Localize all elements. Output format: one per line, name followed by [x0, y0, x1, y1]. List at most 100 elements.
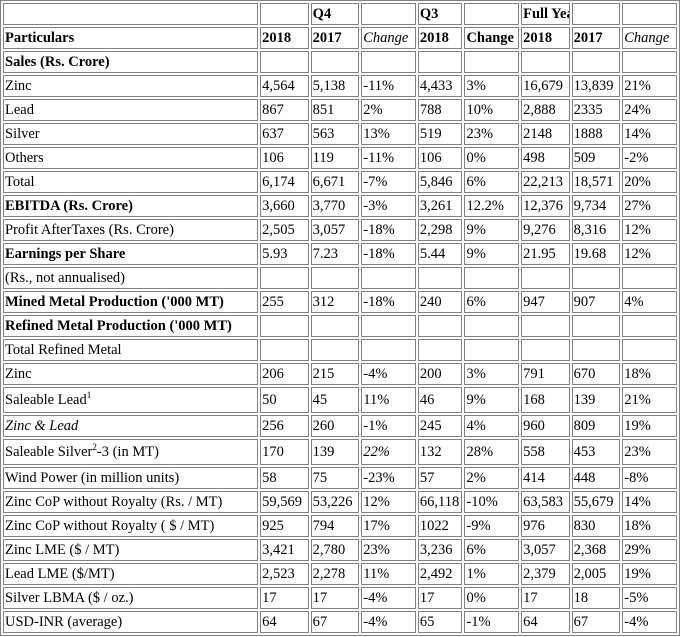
cell-q4-2018: 2,523 — [260, 563, 309, 585]
table-row: Others 106 119 -11% 106 0% 498 509 -2% — [3, 147, 677, 169]
cell-fy-2017: 448 — [571, 467, 621, 489]
cell-fy-change: 14% — [622, 491, 677, 513]
table-row: Zinc CoP without Royalty (Rs. / MT) 59,56… — [3, 491, 677, 513]
cell-q4-change: -4% — [361, 363, 416, 385]
cell-q4-change: -3% — [361, 195, 416, 217]
cell-fy-2018: 947 — [521, 291, 570, 313]
table-row: Zinc 4,564 5,138 -11% 4,433 3% 16,679 13,839 21% — [3, 75, 677, 97]
cell-fy-change: -8% — [622, 467, 677, 489]
cell-q4-change: -18% — [361, 243, 416, 265]
cell-q3-change: 28% — [464, 439, 520, 465]
row-label: Total — [3, 171, 259, 193]
cell-q4-2017: 7.23 — [310, 243, 360, 265]
cell-q3-change: 12.2% — [464, 195, 520, 217]
cell-q3-change: 6% — [464, 291, 520, 313]
cell-q3-2018 — [417, 51, 463, 73]
cell-fy-2017 — [571, 315, 621, 337]
cell-q3-change: 6% — [464, 171, 520, 193]
cell-fy-2018: 22,213 — [521, 171, 570, 193]
cell-q3-change — [464, 339, 520, 361]
table-row: Silver 637 563 13% 519 23% 2148 1888 14% — [3, 123, 677, 145]
cell-q4-2018 — [260, 267, 309, 289]
cell-q4-2017: 139 — [310, 439, 360, 465]
cell-q4-2018: 17 — [260, 587, 309, 609]
cell-q4-2017: 2,278 — [310, 563, 360, 585]
cell-fy-2018: 976 — [521, 515, 570, 537]
header-cell-empty — [622, 3, 677, 25]
row-label: Mined Metal Production ('000 MT) — [3, 291, 259, 313]
cell-q4-change: -23% — [361, 467, 416, 489]
row-label-text: Zinc CoP without Royalty (Rs. / MT) — [5, 493, 223, 510]
cell-fy-change: 14% — [622, 123, 677, 145]
cell-q4-change: 12% — [361, 491, 416, 513]
cell-fy-2017: 8,316 — [571, 219, 621, 241]
cell-q4-2017: 53,226 — [310, 491, 360, 513]
cell-q3-change — [464, 267, 520, 289]
cell-fy-change — [622, 315, 677, 337]
cell-fy-2018: 2,379 — [521, 563, 570, 585]
cell-fy-change: 27% — [622, 195, 677, 217]
cell-fy-change: -2% — [622, 147, 677, 169]
row-label-text: Silver — [5, 125, 40, 142]
cell-q4-2018: 2,505 — [260, 219, 309, 241]
cell-fy-change: 18% — [622, 363, 677, 385]
table-row: Saleable Silver2-3 (in MT) 170 139 22% 132 28… — [3, 439, 677, 465]
cell-fy-change: -4% — [622, 611, 677, 633]
cell-fy-2018: 12,376 — [521, 195, 570, 217]
column-header-fy-change: Change — [622, 27, 677, 49]
table-row: Zinc LME ($ / MT) 3,421 2,780 23% 3,236 6% 3,0… — [3, 539, 677, 561]
cell-q3-change: 3% — [464, 75, 520, 97]
cell-q3-change: 4% — [464, 415, 520, 437]
column-header-particulars: Particulars — [3, 27, 259, 49]
cell-q4-2018: 3,660 — [260, 195, 309, 217]
cell-q4-change: -11% — [361, 147, 416, 169]
row-label-text: Saleable Silver — [5, 443, 93, 460]
table-row: Profit AfterTaxes (Rs. Crore) 2,505 3,057-… — [3, 219, 677, 241]
cell-fy-2017: 809 — [571, 415, 621, 437]
cell-q3-change: 3% — [464, 363, 520, 385]
header-cell-empty — [361, 3, 416, 25]
row-label: Saleable Lead1 — [3, 387, 259, 413]
row-label-text: Others — [5, 149, 44, 166]
cell-q4-change: -11% — [361, 75, 416, 97]
cell-q4-2017: 75 — [310, 467, 360, 489]
cell-fy-2017: 13,839 — [571, 75, 621, 97]
cell-fy-2017: 19.68 — [571, 243, 621, 265]
cell-q4-2017: 215 — [310, 363, 360, 385]
cell-q4-change: -18% — [361, 219, 416, 241]
row-label: Zinc & Lead — [3, 415, 259, 437]
cell-fy-2018: 64 — [521, 611, 570, 633]
cell-q4-2018 — [260, 51, 309, 73]
row-label-text: USD-INR (average) — [5, 613, 123, 630]
row-label-text: Zinc — [5, 77, 32, 94]
cell-q4-change — [361, 267, 416, 289]
table-row: Total Refined Metal — [3, 339, 677, 361]
row-label: Others — [3, 147, 259, 169]
cell-q3-2018: 245 — [417, 415, 463, 437]
cell-q3-2018: 17 — [417, 587, 463, 609]
table-row: Earnings per Share 5.93 7.23 -18% 5.44 9% 21.9… — [3, 243, 677, 265]
cell-fy-2017: 18,571 — [571, 171, 621, 193]
header-cell-empty — [3, 3, 259, 25]
table-row: EBITDA (Rs. Crore) 3,660 3,770 -3% 3,261 12.2… — [3, 195, 677, 217]
cell-q4-change: -18% — [361, 291, 416, 313]
cell-q3-change: 2% — [464, 467, 520, 489]
cell-fy-2018: 558 — [521, 439, 570, 465]
cell-q4-2017: 3,770 — [310, 195, 360, 217]
cell-fy-change: 24% — [622, 99, 677, 121]
column-header-fy-2018: 2018 — [521, 27, 570, 49]
cell-q4-2018: 106 — [260, 147, 309, 169]
cell-fy-change: 29% — [622, 539, 677, 561]
cell-q4-2018: 6,174 — [260, 171, 309, 193]
cell-q4-2017: 2,780 — [310, 539, 360, 561]
cell-q3-change: -9% — [464, 515, 520, 537]
row-label-text: Total Refined Metal — [5, 341, 122, 358]
cell-fy-change — [622, 339, 677, 361]
table-row: Mined Metal Production ('000 MT) 255 312 -1… — [3, 291, 677, 313]
cell-q3-2018: 65 — [417, 611, 463, 633]
cell-q4-change: -4% — [361, 611, 416, 633]
cell-q4-2018: 867 — [260, 99, 309, 121]
cell-fy-2018 — [521, 339, 570, 361]
cell-q3-change: 0% — [464, 147, 520, 169]
